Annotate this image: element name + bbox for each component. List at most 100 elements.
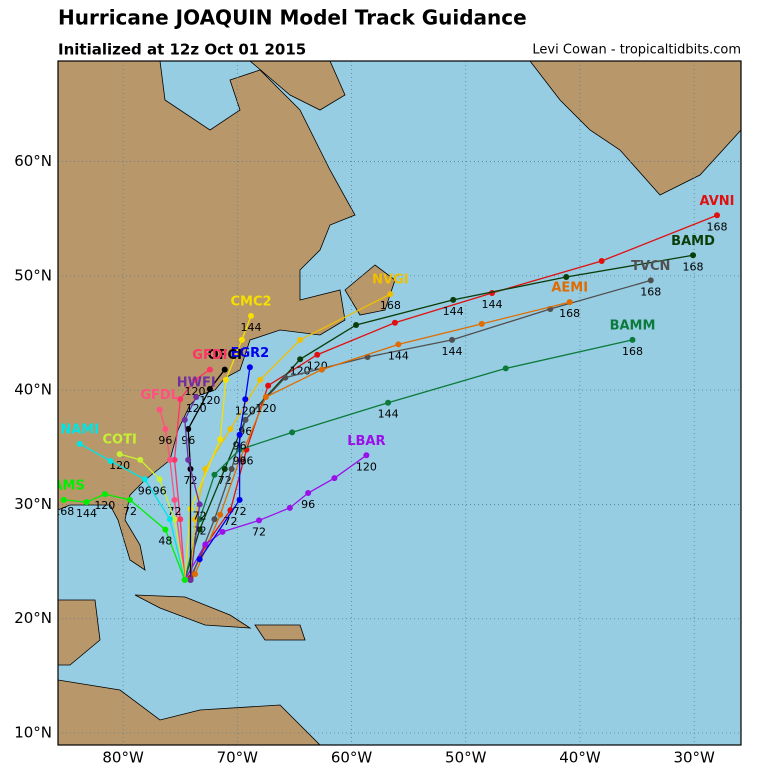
land-cuba bbox=[134, 594, 252, 629]
forecast-hour: 96 bbox=[138, 484, 152, 497]
track-point bbox=[242, 396, 249, 403]
track-point bbox=[141, 476, 148, 483]
track-point bbox=[282, 374, 289, 381]
forecast-hour: 72 bbox=[252, 525, 266, 538]
track-point bbox=[449, 336, 456, 343]
track-point bbox=[196, 501, 203, 508]
forecast-hour: 72 bbox=[123, 505, 137, 518]
track-point bbox=[502, 365, 509, 372]
lat-tick-label: 50°N bbox=[14, 266, 52, 284]
lat-tick-label: 40°N bbox=[14, 381, 52, 399]
subtitle: Initialized at 12z Oct 01 2015 bbox=[58, 41, 306, 59]
axes: 80°W 70°W 60°W 50°W 40°W 30°W 10°N 20°N 30°N 40°N… bbox=[14, 152, 715, 766]
track-point bbox=[289, 429, 296, 436]
track-point bbox=[76, 440, 83, 447]
model-name: AEMI bbox=[551, 281, 588, 296]
track-point bbox=[450, 296, 457, 303]
model-name: BAMS bbox=[43, 478, 85, 493]
track-point bbox=[221, 366, 228, 373]
track-point bbox=[314, 351, 321, 358]
track-point bbox=[563, 274, 570, 280]
track-point bbox=[126, 496, 133, 503]
forecast-hour: 48 bbox=[158, 535, 172, 548]
track-point bbox=[217, 436, 224, 443]
forecast-hour: 144 bbox=[443, 305, 464, 318]
model-name: GFDL bbox=[140, 388, 179, 403]
track-point bbox=[236, 431, 243, 438]
track-point bbox=[647, 277, 654, 284]
track-point bbox=[714, 212, 721, 219]
track-point bbox=[331, 475, 338, 482]
track-point bbox=[181, 576, 188, 583]
model-name: BAMD bbox=[671, 234, 715, 249]
track-point bbox=[116, 451, 123, 458]
track-point bbox=[211, 516, 218, 523]
track-point bbox=[187, 576, 194, 583]
forecast-hour: 72 bbox=[183, 474, 197, 487]
lon-tick-label: 30°W bbox=[673, 749, 715, 767]
track-point bbox=[248, 312, 255, 319]
land-central-america bbox=[58, 599, 101, 666]
track-point bbox=[478, 320, 485, 327]
track-point bbox=[305, 490, 312, 496]
forecast-hour: 144 bbox=[76, 507, 97, 520]
forecast-hour: 96 bbox=[158, 434, 172, 447]
track-point bbox=[221, 466, 228, 472]
model-name: LBAR bbox=[347, 434, 385, 449]
tracks: 7296120144168AVNI7296120144168BAMD144168… bbox=[43, 194, 734, 583]
model-name: HWFI bbox=[177, 376, 216, 391]
forecast-hour: 144 bbox=[482, 298, 503, 311]
model-name: GFDI bbox=[192, 348, 227, 363]
lon-tick-label: 50°W bbox=[445, 749, 487, 767]
credit: Levi Cowan - tropicaltidbits.com bbox=[532, 43, 741, 58]
track-point bbox=[238, 336, 245, 343]
track-point bbox=[181, 416, 188, 423]
track-point bbox=[166, 456, 173, 463]
track-point bbox=[185, 456, 192, 463]
track-point bbox=[629, 336, 636, 343]
track-point bbox=[217, 511, 224, 518]
track-point bbox=[363, 452, 370, 459]
model-name: OFCI bbox=[208, 348, 242, 363]
forecast-hour: 168 bbox=[640, 285, 661, 298]
track-point bbox=[318, 366, 325, 373]
forecast-hour: 144 bbox=[378, 408, 399, 421]
track-point bbox=[265, 382, 272, 389]
track-point bbox=[162, 426, 169, 432]
lat-tick-label: 30°N bbox=[14, 495, 52, 513]
track-point bbox=[196, 556, 203, 563]
land-hispaniola bbox=[254, 624, 306, 641]
forecast-hour: 96 bbox=[153, 484, 167, 497]
track-point bbox=[192, 376, 199, 383]
map-frame bbox=[57, 60, 742, 746]
track-point bbox=[219, 528, 226, 535]
track-point bbox=[286, 504, 293, 511]
forecast-hour: 120 bbox=[199, 394, 220, 407]
forecast-hour: 168 bbox=[53, 505, 74, 518]
track-point bbox=[83, 499, 90, 506]
forecast-hour: 168 bbox=[622, 345, 643, 358]
track-point bbox=[192, 516, 199, 523]
track-point bbox=[185, 426, 192, 432]
model-name: NAMI bbox=[60, 422, 99, 437]
forecast-hour: 72 bbox=[233, 505, 247, 518]
forecast-hour: 96 bbox=[239, 455, 253, 468]
track-point bbox=[387, 291, 394, 298]
forecast-hour: 120 bbox=[186, 402, 207, 415]
track-point bbox=[107, 458, 114, 464]
track-point bbox=[353, 322, 360, 328]
forecast-hour: 120 bbox=[356, 460, 377, 473]
track-line bbox=[194, 301, 570, 575]
track-point bbox=[257, 376, 264, 383]
land-greenland bbox=[529, 61, 741, 196]
track-point bbox=[171, 496, 178, 503]
track-point bbox=[262, 394, 269, 400]
track-point bbox=[242, 416, 249, 423]
forecast-hour: 168 bbox=[559, 307, 580, 320]
track-point bbox=[156, 476, 163, 483]
track-point bbox=[227, 426, 234, 432]
model-name: CMC2 bbox=[230, 294, 271, 309]
track-point bbox=[566, 299, 573, 306]
track-point bbox=[256, 517, 263, 524]
track-point bbox=[166, 516, 173, 523]
